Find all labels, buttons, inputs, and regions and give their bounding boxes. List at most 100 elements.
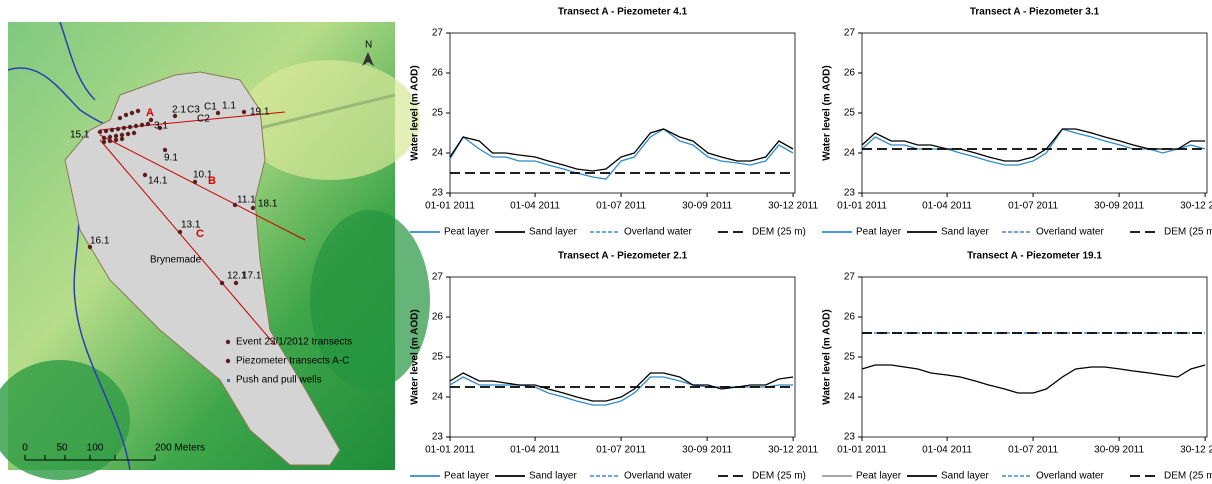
legend-label: Peat layer	[856, 227, 902, 238]
point	[134, 124, 138, 128]
point-label: 15.1	[70, 130, 90, 141]
point	[120, 133, 124, 137]
site-name: Brynemade	[150, 255, 202, 266]
series-line	[450, 129, 793, 179]
x-tick-label: 30-12 2011	[1180, 201, 1212, 212]
figure: 2.1C3C11.119.1C23.115.19.110.114.111.118…	[0, 0, 1212, 484]
scale-label: 50	[56, 443, 68, 454]
legend-label: Overland water	[624, 227, 692, 238]
y-tick-label: 26	[844, 68, 856, 79]
plot-frame	[450, 277, 795, 437]
series-line	[862, 129, 1205, 165]
y-tick-label: 25	[432, 108, 444, 119]
x-tick-label: 01-07 2011	[1008, 445, 1058, 456]
point	[146, 122, 150, 126]
legend-label: Sand layer	[529, 227, 577, 238]
chart-title: Transect A - Piezometer 4.1	[558, 7, 688, 18]
point	[126, 132, 130, 136]
legend-label: Sand layer	[941, 471, 989, 482]
point-label: 9.1	[164, 153, 178, 164]
point	[128, 125, 132, 129]
x-tick-label: 30-09 2011	[682, 445, 732, 456]
y-tick-label: 24	[844, 392, 856, 403]
point-label: 14.1	[148, 176, 168, 187]
x-tick-label: 01-04 2011	[510, 201, 560, 212]
point-label: 1.1	[222, 101, 236, 112]
y-tick-label: 26	[844, 312, 856, 323]
legend-label: Event 23/1/2012 transects	[236, 337, 352, 348]
scale-label: 0	[22, 443, 28, 454]
legend-label: Push and pull wells	[236, 375, 322, 386]
point	[114, 138, 118, 142]
point	[140, 123, 144, 127]
legend-label: DEM (25 m)	[752, 227, 806, 238]
y-tick-label: 25	[844, 108, 856, 119]
series-line	[862, 129, 1205, 161]
point-label: 19.1	[250, 107, 270, 118]
point	[251, 206, 255, 210]
plot-frame	[450, 33, 795, 193]
plot-frame	[862, 277, 1207, 437]
x-tick-label: 30-09 2011	[1094, 445, 1144, 456]
point-label: 16.1	[90, 236, 110, 247]
y-axis-label: Water level (m AOD)	[410, 65, 421, 160]
x-tick-label: 01-04 2011	[922, 201, 972, 212]
y-tick-label: 27	[432, 272, 444, 283]
legend-label: Peat layer	[856, 471, 902, 482]
legend-label: Piezometer transects A-C	[236, 356, 349, 367]
y-tick-label: 25	[844, 352, 856, 363]
map	[0, 22, 430, 480]
transect-label: C	[196, 228, 204, 240]
point	[116, 127, 120, 131]
y-tick-label: 24	[844, 148, 856, 159]
scale-label: 100	[87, 443, 104, 454]
plot-frame	[862, 33, 1207, 193]
y-tick-label: 25	[432, 352, 444, 363]
y-tick-label: 27	[844, 272, 856, 283]
y-tick-label: 24	[432, 148, 444, 159]
x-tick-label: 01-01 2011	[837, 445, 887, 456]
y-tick-label: 23	[432, 188, 444, 199]
legend-label: Overland water	[624, 471, 692, 482]
y-tick-label: 27	[844, 28, 856, 39]
page: 2.1C3C11.119.1C23.115.19.110.114.111.118…	[0, 0, 1212, 484]
x-tick-label: 01-07 2011	[596, 201, 646, 212]
transect-label: B	[208, 175, 216, 187]
point-label: 3.1	[154, 121, 168, 132]
legend-label: Peat layer	[444, 471, 490, 482]
series-line	[450, 129, 793, 171]
point-label: 11.1	[237, 195, 256, 206]
point-label: 2.1	[172, 105, 186, 116]
point	[110, 128, 114, 132]
chart-title: Transect A - Piezometer 3.1	[970, 7, 1100, 18]
y-tick-label: 24	[432, 392, 444, 403]
x-tick-label: 01-07 2011	[596, 445, 646, 456]
x-tick-label: 01-04 2011	[510, 445, 560, 456]
series-line	[450, 377, 793, 405]
x-tick-label: 01-01 2011	[425, 201, 475, 212]
y-tick-label: 27	[432, 28, 444, 39]
point	[114, 134, 118, 138]
x-tick-label: 30-09 2011	[682, 201, 732, 212]
point	[124, 113, 128, 117]
point	[102, 136, 106, 140]
legend-symbol	[226, 340, 230, 344]
legend-label: DEM (25 m)	[1164, 471, 1212, 482]
point-label: 17.1	[242, 271, 262, 282]
legend-label: Overland water	[1036, 227, 1104, 238]
point	[104, 129, 108, 133]
series-line	[862, 365, 1205, 393]
point	[118, 116, 122, 120]
y-tick-label: 26	[432, 312, 444, 323]
point-label: C2	[197, 114, 210, 125]
point	[108, 139, 112, 143]
x-tick-label: 01-01 2011	[837, 201, 887, 212]
legend-symbol	[226, 359, 230, 363]
point	[220, 281, 224, 285]
chart-title: Transect A - Piezometer 2.1	[558, 251, 688, 262]
terrain	[240, 60, 420, 180]
point	[130, 111, 134, 115]
y-tick-label: 23	[432, 432, 444, 443]
point	[102, 140, 106, 144]
point	[108, 135, 112, 139]
